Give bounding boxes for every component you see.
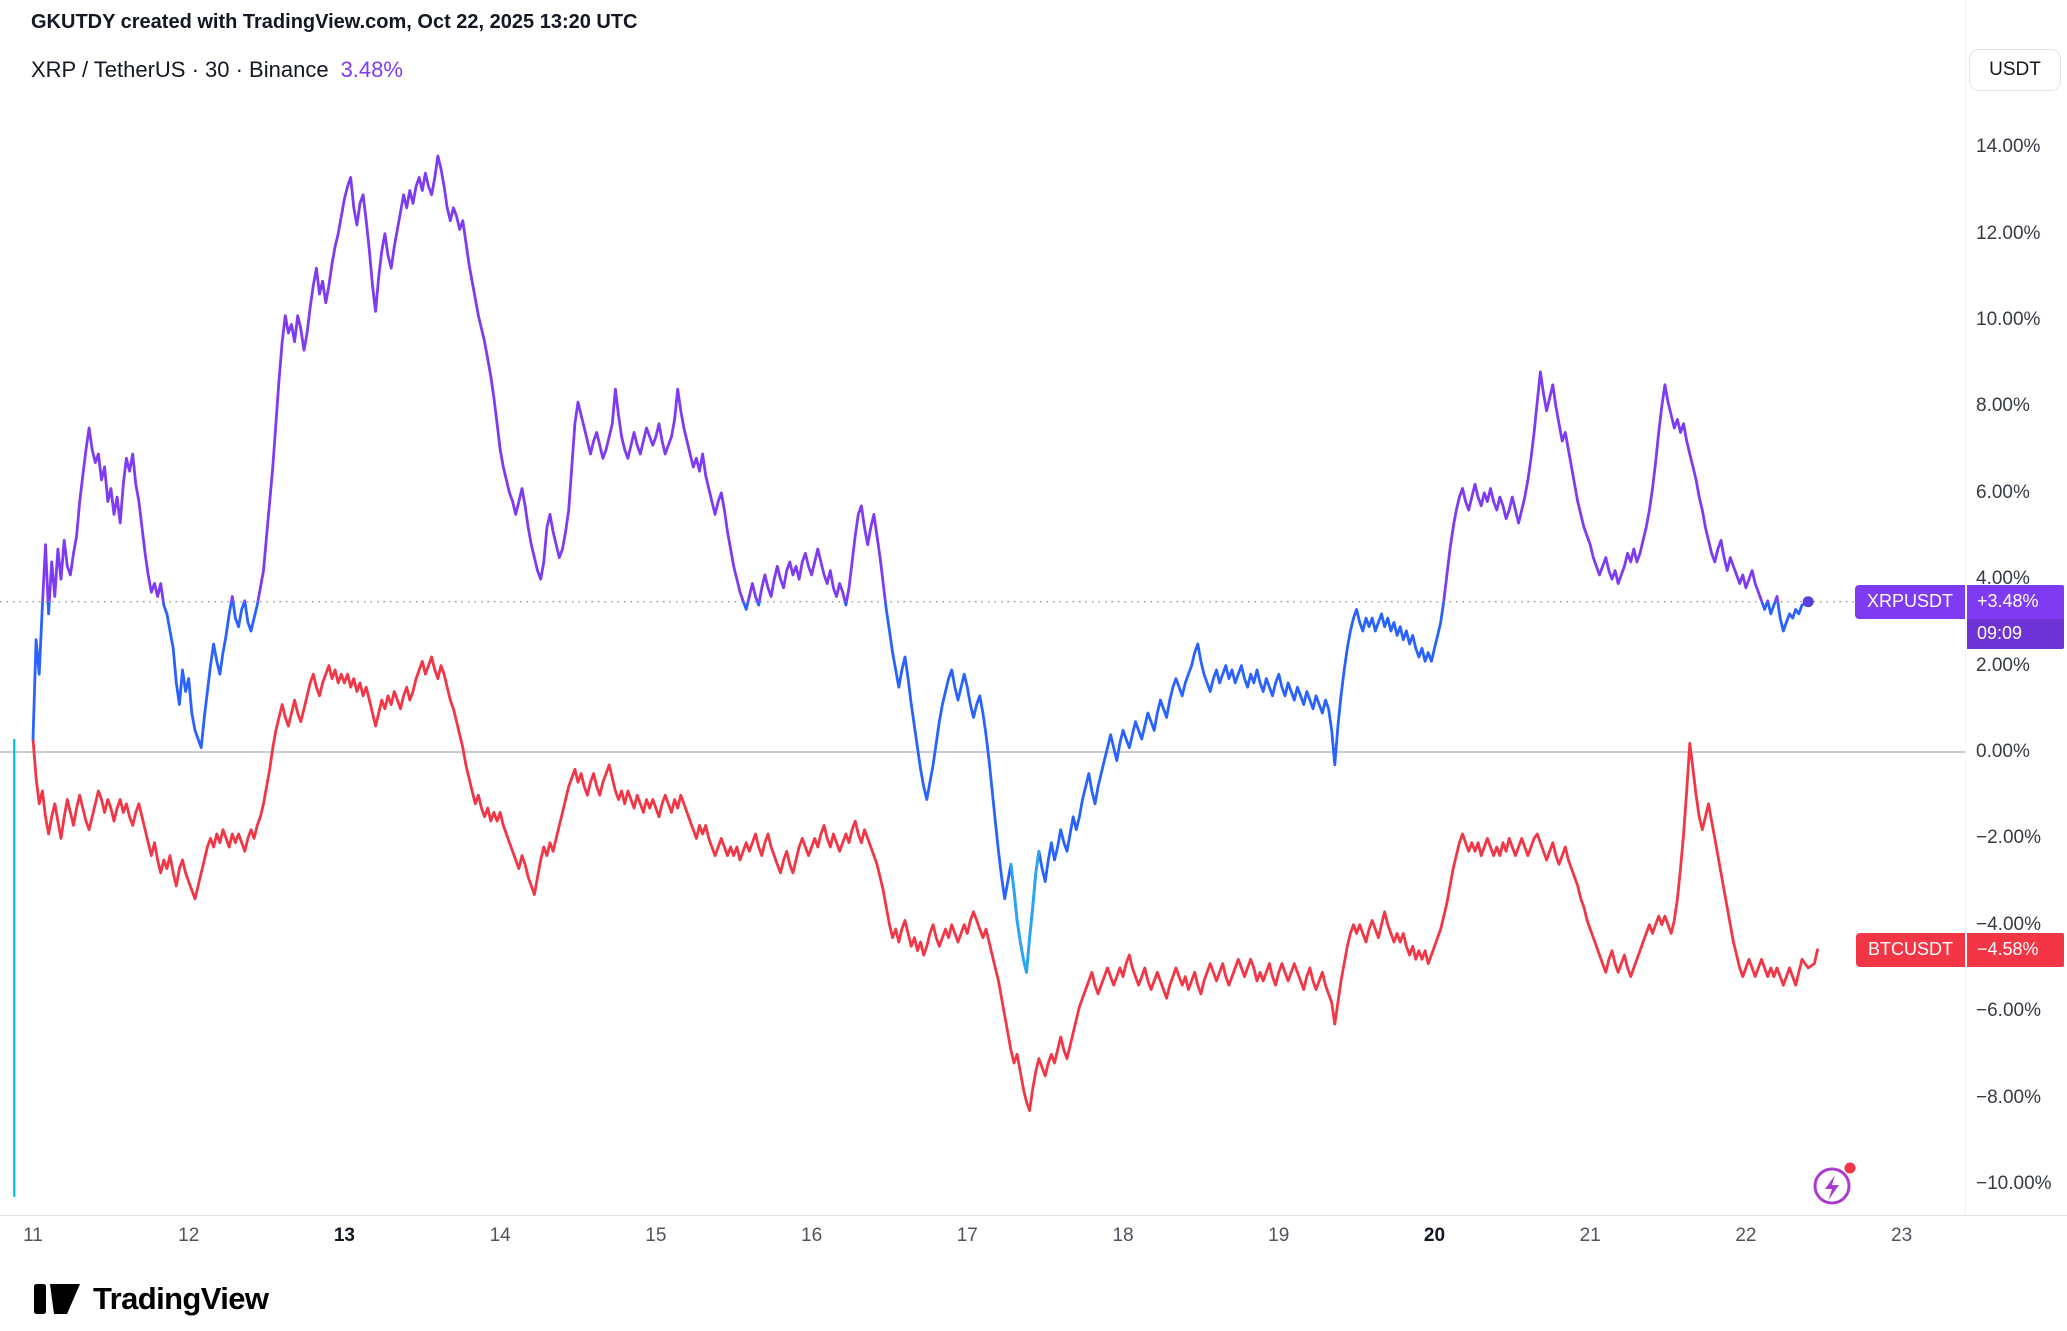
price-axis-label: −8.00% <box>1976 1086 2041 1108</box>
xrp-value-badge: +3.48% 09:09 <box>1967 584 2064 649</box>
btcusdt-line <box>31 655 1819 1112</box>
xrp-last-change: +3.48% <box>1977 591 2039 612</box>
price-axis-label: −4.00% <box>1976 913 2041 935</box>
xrpusdt-highlight-segment <box>1009 849 1041 974</box>
price-axis-label: 8.00% <box>1976 395 2030 417</box>
xrp-price-label: XRPUSDT +3.48% 09:09 <box>1854 584 2064 649</box>
price-axis-label: 2.00% <box>1976 654 2030 676</box>
plot-svg[interactable] <box>0 0 1965 1215</box>
time-axis-label: 19 <box>1268 1225 1290 1246</box>
time-axis-label: 12 <box>178 1225 200 1246</box>
currency-toggle-button[interactable]: USDT <box>1969 49 2061 91</box>
btc-price-label: BTCUSDT −4.58% <box>1856 932 2064 967</box>
notification-dot <box>1844 1162 1856 1174</box>
xrpusdt-line-above-baseline <box>41 154 1810 602</box>
xrpusdt-last-point-dot <box>1802 596 1814 608</box>
flash-action-icon[interactable] <box>1806 1156 1862 1212</box>
time-axis-label: 22 <box>1735 1225 1757 1246</box>
time-axis-label: 20 <box>1423 1225 1446 1246</box>
time-axis-label: 23 <box>1891 1225 1913 1246</box>
price-axis-label: −2.00% <box>1976 827 2041 849</box>
time-axis-label: 21 <box>1579 1225 1601 1246</box>
time-axis-label: 15 <box>645 1225 667 1246</box>
price-axis-label: 12.00% <box>1976 222 2041 244</box>
price-axis-label: 10.00% <box>1976 309 2041 331</box>
tradingview-logo-icon <box>34 1284 80 1314</box>
price-axis-label: 6.00% <box>1976 481 2030 503</box>
time-axis-label: 16 <box>801 1225 823 1246</box>
symbol-title[interactable]: XRP / TetherUS · 30 · Binance <box>31 57 329 82</box>
xrp-symbol-badge: XRPUSDT <box>1854 584 1965 619</box>
price-axis-label: 0.00% <box>1976 740 2030 762</box>
time-axis-label: 18 <box>1112 1225 1134 1246</box>
time-axis-label: 11 <box>23 1225 43 1246</box>
footer-brand[interactable]: TradingView <box>34 1281 269 1317</box>
currency-toggle-label: USDT <box>1989 59 2041 80</box>
price-axis-label: −10.00% <box>1976 1172 2052 1194</box>
chart-plot-area[interactable] <box>0 0 1965 1215</box>
price-axis-label: −6.00% <box>1976 1000 2041 1022</box>
xrpusdt-line-below-baseline <box>31 601 1810 974</box>
price-axis-label: 4.00% <box>1976 568 2030 590</box>
legend-change-percent: 3.48% <box>340 57 403 82</box>
tradingview-logo-text: TradingView <box>93 1281 269 1316</box>
time-axis[interactable]: 11 12 13 14 15 16 17 18 19 20 21 22 23 <box>0 1215 2067 1265</box>
symbol-legend[interactable]: XRP / TetherUS · 30 · Binance 3.48% <box>31 57 403 83</box>
btc-symbol-badge: BTCUSDT <box>1856 932 1965 967</box>
xrp-bar-countdown: 09:09 <box>1967 618 2064 649</box>
btc-value-badge: −4.58% <box>1967 932 2064 967</box>
attribution-text: GKUTDY created with TradingView.com, Oct… <box>31 11 638 33</box>
time-axis-label: 17 <box>956 1225 978 1246</box>
btc-last-change: −4.58% <box>1977 939 2039 960</box>
time-axis-label: 14 <box>489 1225 511 1246</box>
price-axis-label: 14.00% <box>1976 136 2041 158</box>
time-axis-label: 13 <box>333 1225 356 1246</box>
lightning-bolt-icon <box>1825 1175 1839 1200</box>
